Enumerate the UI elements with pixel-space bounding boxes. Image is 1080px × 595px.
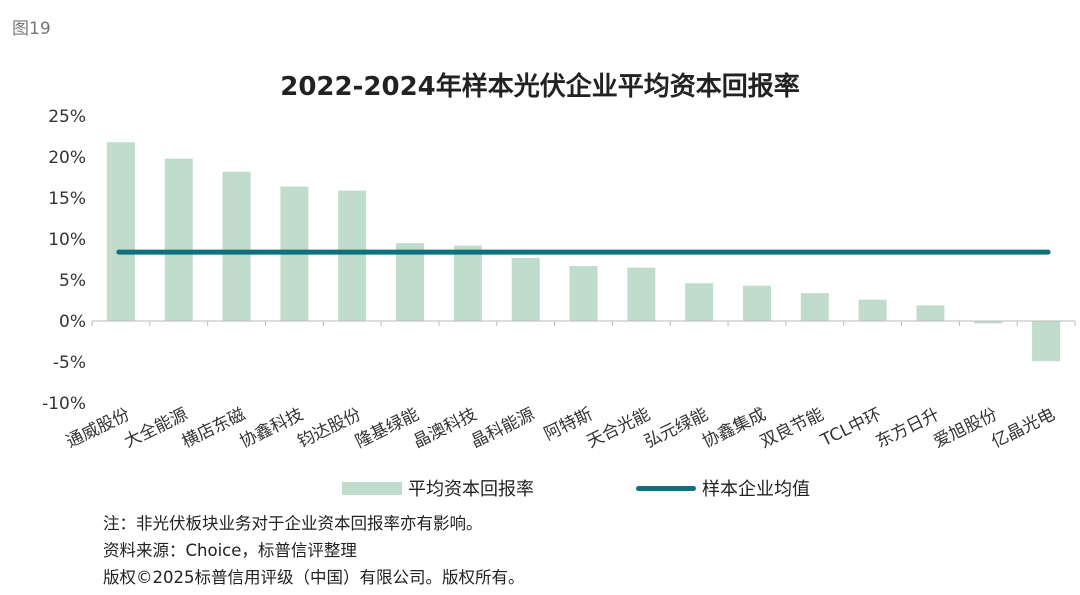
legend-item-line: 样本企业均值 — [636, 476, 810, 500]
y-tick-label: 0% — [59, 312, 86, 332]
x-tick-label: 晶科能源 — [468, 405, 538, 453]
bar — [511, 257, 540, 321]
note-line: 注：非光伏板块业务对于企业资本回报率亦有影响。 — [103, 514, 483, 533]
bar — [106, 142, 135, 321]
x-tick-label: 晶澳科技 — [410, 405, 480, 453]
bar — [685, 283, 714, 321]
bar — [627, 267, 656, 321]
legend-label-bar: 平均资本回报率 — [408, 479, 534, 500]
source-line: 资料来源：Choice，标普信评整理 — [103, 541, 357, 560]
x-tick-label: 双良节能 — [757, 405, 827, 453]
copyright-line: 版权©2025标普信用评级（中国）有限公司。版权所有。 — [103, 568, 525, 587]
x-tick-label: 亿晶光电 — [988, 405, 1058, 453]
bar — [569, 266, 598, 321]
legend-label-line: 样本企业均值 — [702, 479, 810, 500]
y-tick-label: 10% — [48, 230, 86, 250]
y-tick-label: 20% — [48, 148, 86, 168]
bar — [164, 158, 193, 321]
bar — [858, 299, 887, 321]
bar — [1032, 321, 1061, 362]
x-tick-label: 天合光能 — [584, 405, 654, 453]
notes: 注：非光伏板块业务对于企业资本回报率亦有影响。 资料来源：Choice，标普信评… — [103, 510, 525, 591]
bar — [453, 245, 482, 321]
y-tick-label: -10% — [42, 394, 86, 414]
x-tick-label: 弘元绿能 — [641, 405, 711, 453]
legend: 平均资本回报率 样本企业均值 — [0, 476, 1080, 500]
x-tick-label: 协鑫科技 — [237, 405, 307, 453]
y-tick-label: 5% — [59, 271, 86, 291]
bar — [800, 293, 829, 321]
legend-swatch-line — [636, 485, 696, 491]
x-tick-label: 协鑫集成 — [699, 405, 769, 453]
figure-label: 图19 — [12, 19, 51, 39]
y-tick-label: -5% — [53, 353, 86, 373]
bar — [742, 285, 771, 321]
bar — [222, 171, 251, 321]
x-tick-label: 大全能源 — [121, 405, 191, 453]
bar-chart: -10%-5%0%5%10%15%20%25%通威股份大全能源横店东磁协鑫科技钧… — [42, 107, 1076, 453]
legend-swatch-bar — [342, 481, 402, 495]
x-tick-label: 钧达股份 — [295, 405, 365, 453]
bar — [916, 305, 945, 321]
x-tick-label: 爱旭股份 — [931, 405, 1001, 453]
legend-item-bar: 平均资本回报率 — [342, 476, 534, 500]
bar — [338, 190, 367, 321]
chart-title: 2022-2024年样本光伏企业平均资本回报率 — [280, 72, 800, 102]
x-tick-label: 东方日升 — [873, 405, 943, 453]
x-tick-label: 隆基绿能 — [352, 405, 422, 453]
y-tick-label: 25% — [48, 107, 86, 127]
bar — [974, 321, 1003, 324]
x-tick-label: TCL中环 — [817, 405, 885, 452]
x-tick-label: 横店东磁 — [179, 405, 249, 453]
y-tick-label: 15% — [48, 189, 86, 209]
bar — [396, 243, 425, 321]
